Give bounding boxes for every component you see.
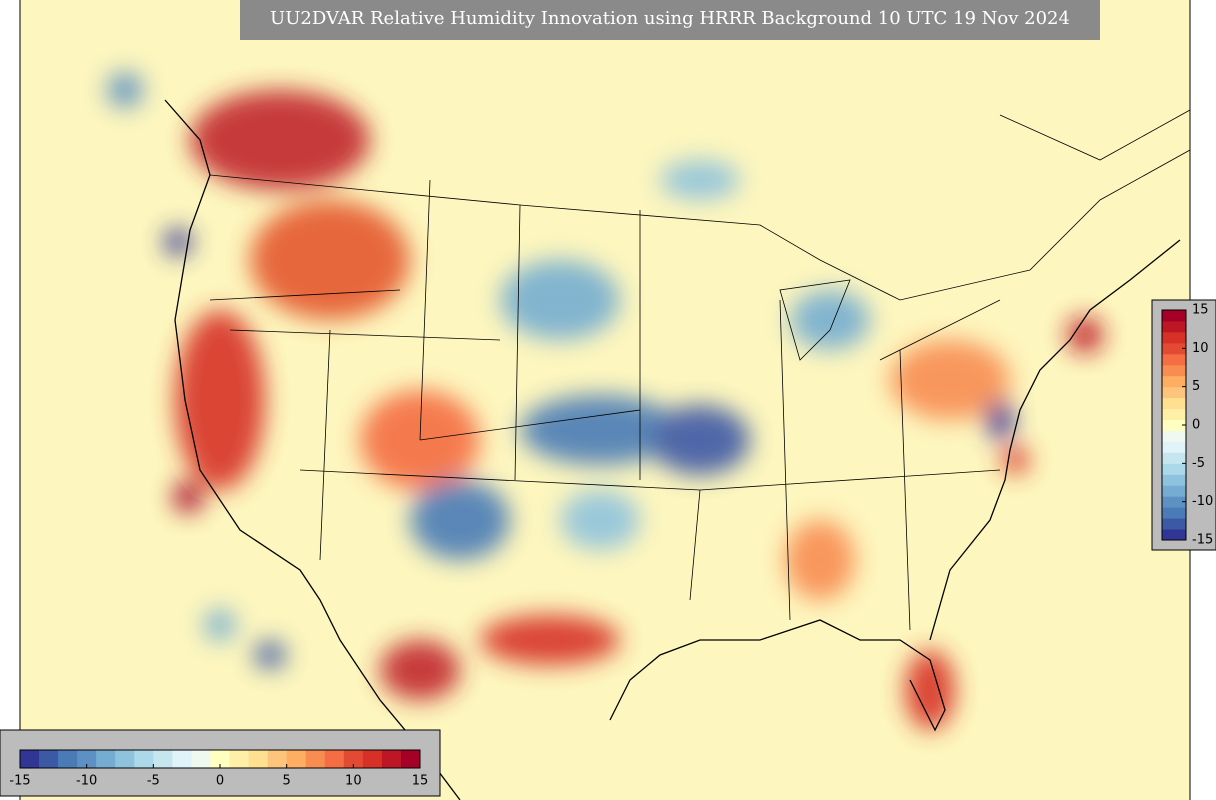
colorbar-segment <box>77 750 97 768</box>
colorbar-segment <box>20 750 40 768</box>
colorbar-segment <box>1162 310 1186 322</box>
colorbar-tick-label: -5 <box>1192 456 1205 471</box>
colorbar-segment <box>343 750 364 768</box>
colorbar-tick-label: 10 <box>345 774 362 789</box>
colorbar-tick-label: 0 <box>216 774 224 789</box>
colorbar-segment <box>267 750 288 768</box>
colorbar-segment <box>286 750 307 768</box>
colorbar-segment <box>1162 485 1186 497</box>
colorbar-tick-label: 5 <box>283 774 291 789</box>
colorbar-segment <box>39 750 59 768</box>
colorbar-segment <box>58 750 78 768</box>
colorbar-tick-label: 15 <box>412 774 429 789</box>
colorbar-segment <box>1162 408 1186 421</box>
colorbar-segment <box>400 750 421 768</box>
colorbar-segment <box>248 750 269 768</box>
colorbar-segment <box>191 750 211 768</box>
coastline <box>164 99 1181 800</box>
colorbar-segment <box>324 750 345 768</box>
border-line <box>209 149 1190 631</box>
colorbar-segment <box>381 750 402 768</box>
colorbar-segment <box>1162 386 1186 399</box>
colorbar-tick-label: -15 <box>9 774 30 789</box>
colorbar-tick-label: -10 <box>1192 494 1213 509</box>
colorbar-segment <box>1162 507 1186 519</box>
colorbar-tick-label: -15 <box>1192 533 1213 548</box>
colorbar-segment <box>1162 331 1186 344</box>
colorbar-tick-label: 15 <box>1192 303 1209 318</box>
lake-outline <box>779 109 1190 361</box>
colorbar-segment <box>153 750 173 768</box>
colorbar-segment <box>172 750 192 768</box>
colorbar-segment <box>1162 518 1186 530</box>
colorbar-segment <box>1162 342 1186 355</box>
colorbar-tick-label: 5 <box>1192 379 1200 394</box>
colorbar-segment <box>1162 529 1186 541</box>
colorbar-tick-label: 10 <box>1192 341 1209 356</box>
colorbar-segment <box>1162 430 1186 442</box>
colorbar-tick-label: -5 <box>147 774 160 789</box>
colorbar-segment <box>210 750 231 768</box>
title: UU2DVAR Relative Humidity Innovation usi… <box>270 8 1070 29</box>
colorbar-segment <box>1162 441 1186 453</box>
colorbar-segment <box>1162 397 1186 410</box>
title-box <box>240 0 1100 40</box>
colorbar-segment <box>305 750 326 768</box>
colorbar-segment <box>1162 452 1186 464</box>
colorbar-segment <box>1162 375 1186 388</box>
colorbar-tick-label: 0 <box>1192 418 1200 433</box>
colorbar-tick-label: -10 <box>76 774 97 789</box>
colorbar-segment <box>1162 320 1186 333</box>
colorbar-segment <box>1162 364 1186 377</box>
colorbar-segment <box>229 750 250 768</box>
colorbar-segment <box>1162 353 1186 366</box>
colorbar-segment <box>134 750 154 768</box>
colorbar-segment <box>1162 419 1186 431</box>
colorbar-segment <box>96 750 116 768</box>
colorbar-segment <box>1162 496 1186 508</box>
map <box>20 0 1190 800</box>
colorbar-segment <box>115 750 135 768</box>
colorbar-segment <box>1162 474 1186 486</box>
colorbar-segment <box>362 750 383 768</box>
colorbar-segment <box>1162 463 1186 475</box>
